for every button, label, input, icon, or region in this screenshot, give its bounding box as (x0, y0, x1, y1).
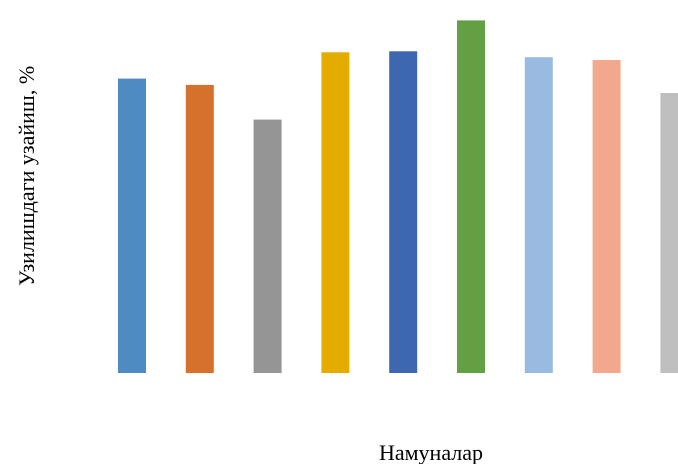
bar-group (118, 20, 678, 374)
bar-1 (118, 78, 146, 373)
y-axis-title: Узилишдаги узайиш, % (14, 66, 39, 286)
bar-7 (524, 57, 553, 373)
bar-6 (457, 20, 485, 374)
bar-5 (389, 51, 418, 374)
bar-2 (185, 84, 214, 374)
bar-4 (321, 52, 350, 374)
bar-3 (253, 119, 282, 373)
bar-8 (592, 60, 621, 373)
bar-9 (660, 93, 678, 373)
x-axis-title: Намуналар (379, 440, 483, 464)
